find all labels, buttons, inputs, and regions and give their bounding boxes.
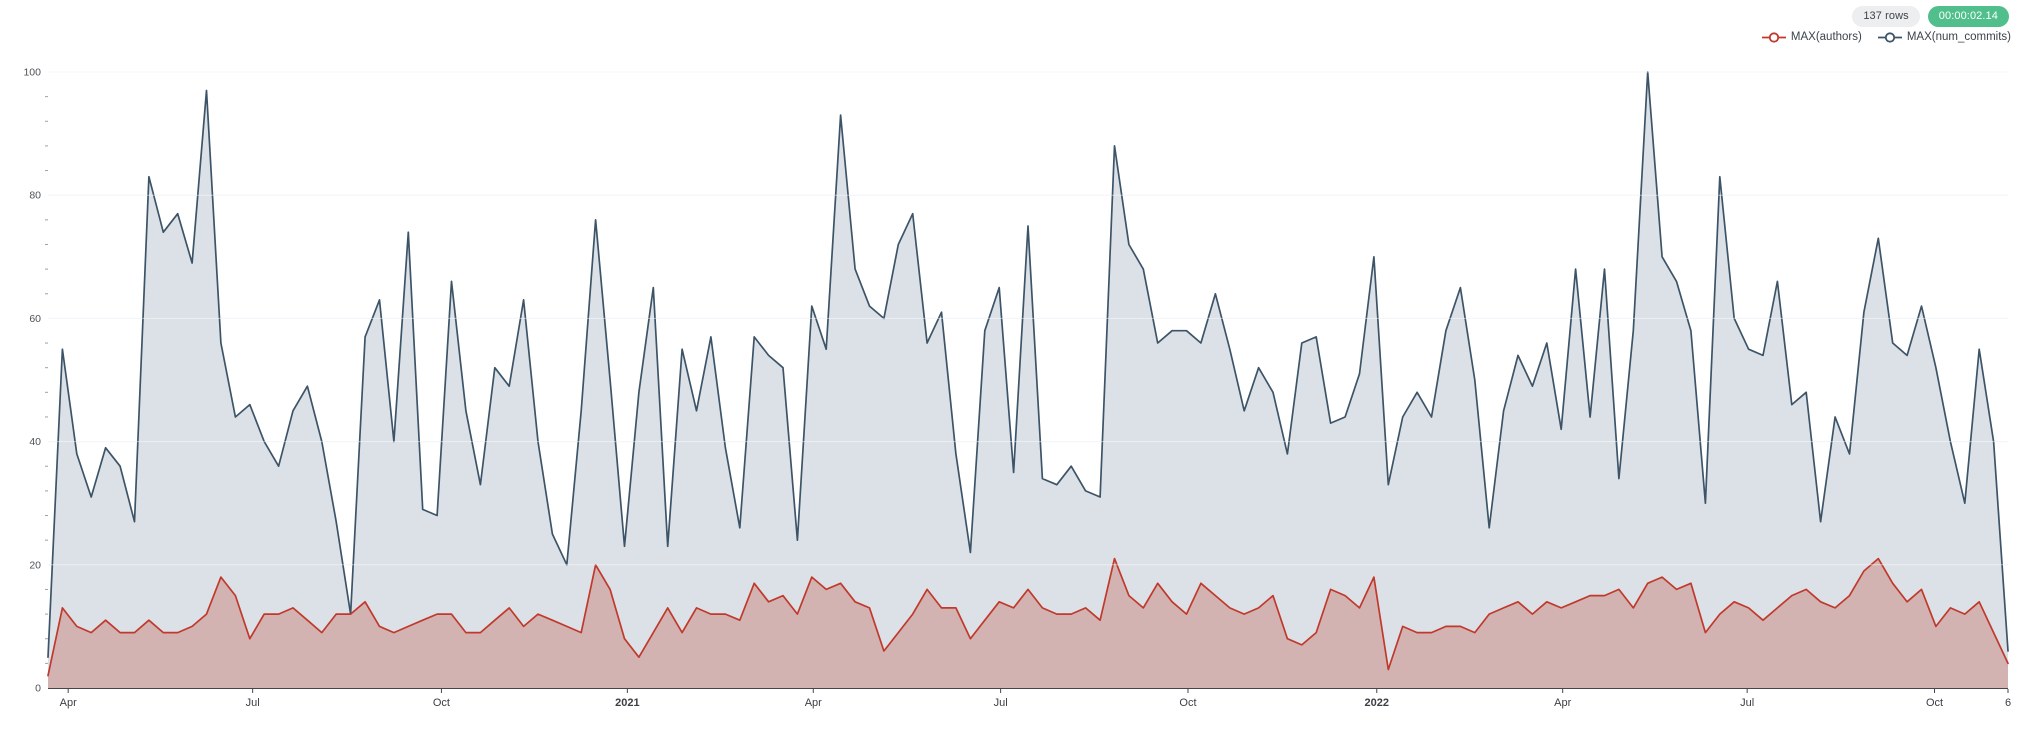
num-commits-series-marker-icon xyxy=(1877,31,1902,43)
rows-count-badge: 137 rows xyxy=(1852,6,1920,27)
authors-series-marker-icon xyxy=(1761,31,1786,43)
x-axis-label: 6 xyxy=(2005,697,2011,709)
x-axis-label: 2021 xyxy=(615,697,639,709)
x-axis-label: Oct xyxy=(1926,697,1943,709)
chart-legend: MAX(authors) MAX(num_commits) xyxy=(1761,31,2011,43)
x-axis-label: Oct xyxy=(433,697,450,709)
series-area-num-commits xyxy=(48,72,2008,688)
series-area-authors xyxy=(48,558,2008,688)
y-axis-label: 0 xyxy=(35,683,41,695)
x-axis-label: Jul xyxy=(1740,697,1754,709)
legend-item-num-commits[interactable]: MAX(num_commits) xyxy=(1877,31,2011,43)
y-axis-label: 20 xyxy=(29,559,41,571)
series-line-num-commits xyxy=(47,71,2009,659)
query-result-bar: 137 rows 00:00:02.14 xyxy=(1852,6,2009,27)
x-axis-label: Apr xyxy=(805,697,822,709)
legend-item-authors[interactable]: MAX(authors) xyxy=(1761,31,1862,43)
x-axis-label: Apr xyxy=(1554,697,1571,709)
query-time-badge: 00:00:02.14 xyxy=(1927,6,2009,27)
y-axis-label: 40 xyxy=(29,436,41,448)
x-axis-label: Jul xyxy=(246,697,260,709)
y-axis-label: 100 xyxy=(23,67,41,79)
x-axis-label: 2022 xyxy=(1365,697,1389,709)
x-axis-label: Oct xyxy=(1179,697,1196,709)
legend-label: MAX(authors) xyxy=(1790,31,1862,43)
series-line-authors xyxy=(47,557,2009,677)
y-axis-label: 60 xyxy=(29,313,41,325)
y-axis-label: 80 xyxy=(29,190,41,202)
x-axis-label: Apr xyxy=(60,697,77,709)
x-axis-label: Jul xyxy=(994,697,1008,709)
legend-label: MAX(num_commits) xyxy=(1906,31,2011,43)
